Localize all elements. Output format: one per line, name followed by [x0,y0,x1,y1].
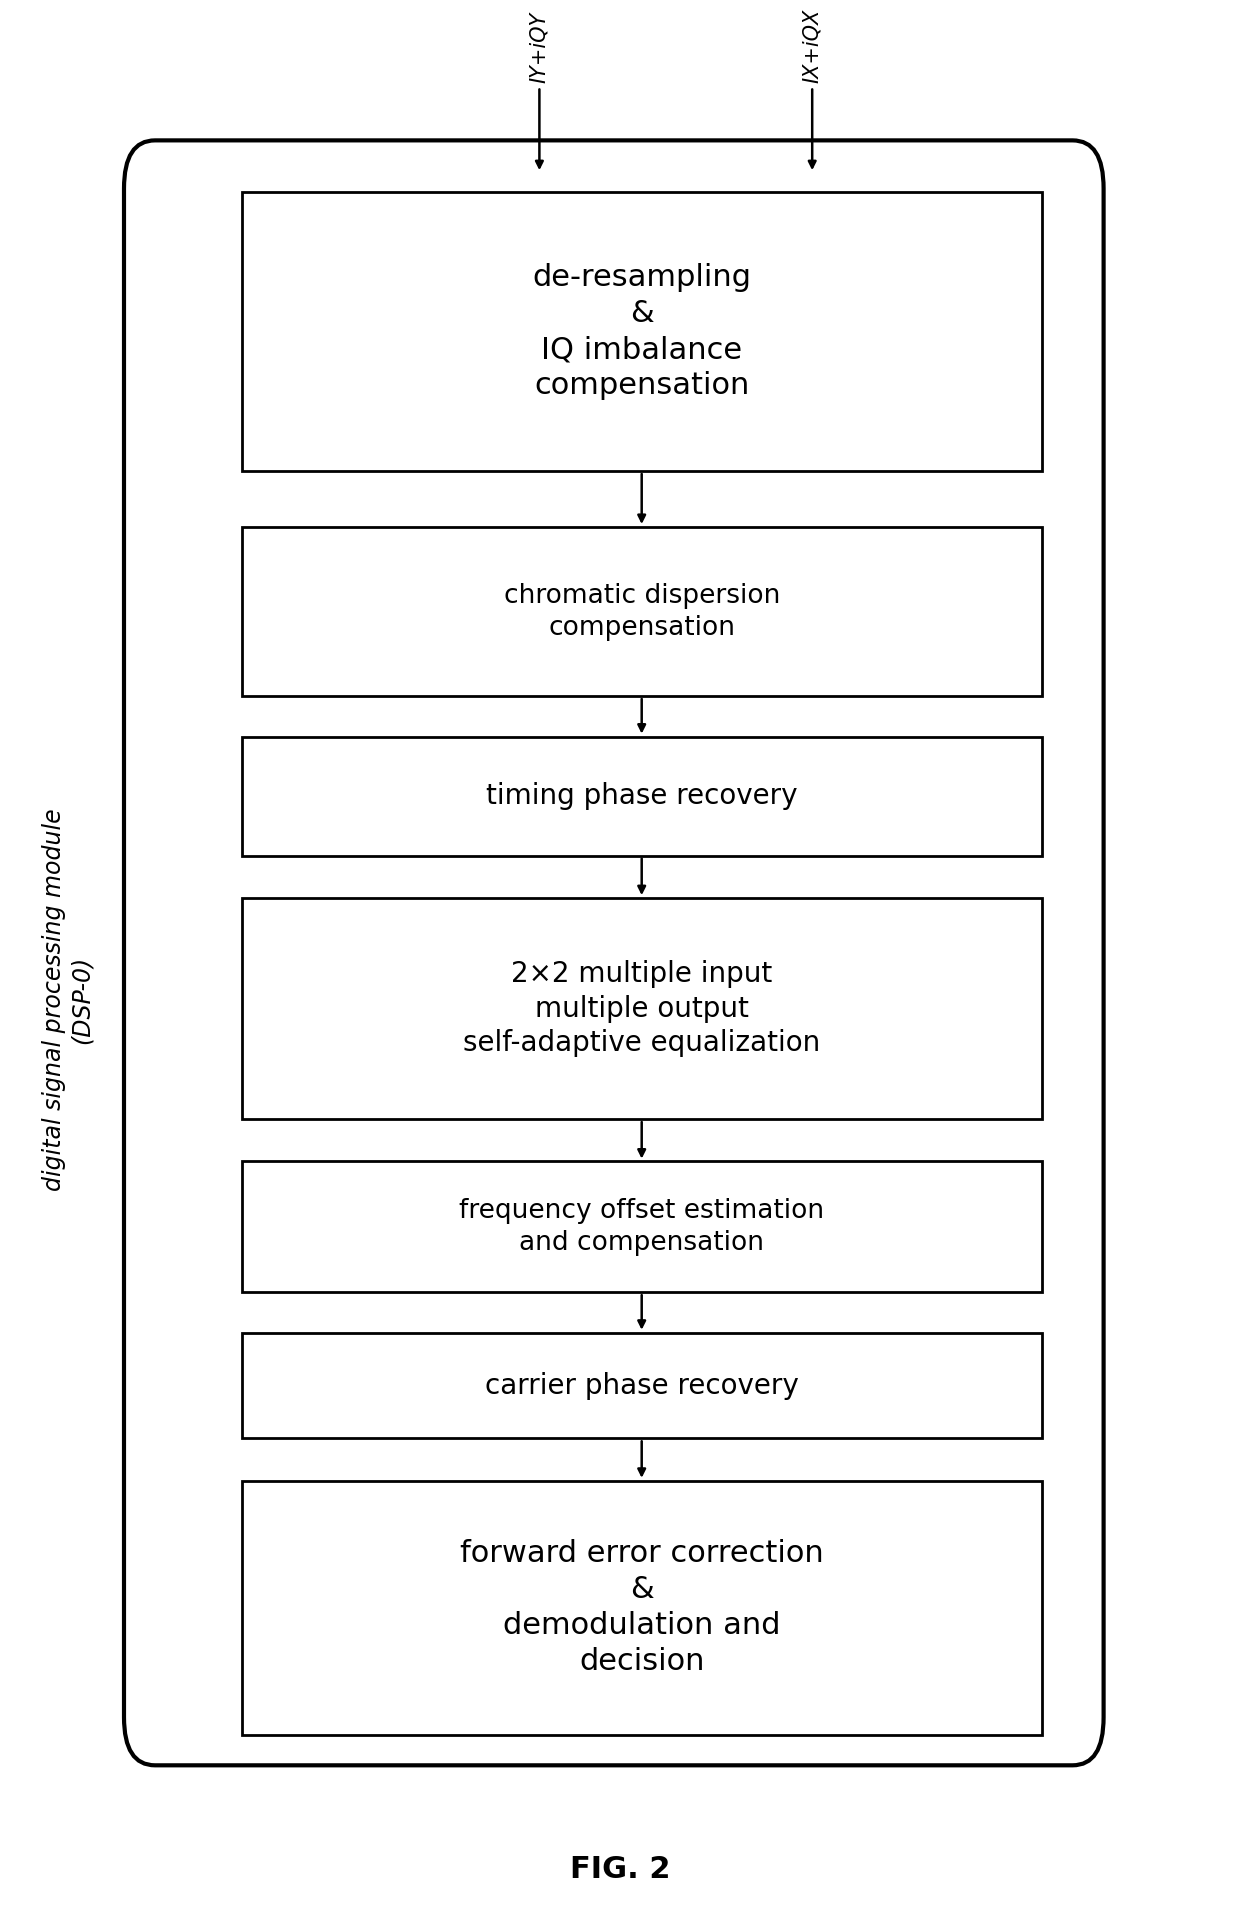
Text: forward error correction
&
demodulation and
decision: forward error correction & demodulation … [460,1538,823,1677]
Text: 2×2 multiple input
multiple output
self-adaptive equalization: 2×2 multiple input multiple output self-… [463,960,821,1058]
FancyBboxPatch shape [242,192,1042,471]
FancyBboxPatch shape [242,1481,1042,1735]
Text: carrier phase recovery: carrier phase recovery [485,1371,799,1400]
Text: chromatic dispersion
compensation: chromatic dispersion compensation [503,583,780,640]
Text: frequency offset estimation
and compensation: frequency offset estimation and compensa… [459,1198,825,1256]
Text: digital signal processing module
(DSP-0): digital signal processing module (DSP-0) [42,810,94,1190]
Text: FIG. 2: FIG. 2 [569,1854,671,1885]
FancyBboxPatch shape [242,898,1042,1119]
FancyBboxPatch shape [242,1161,1042,1292]
FancyBboxPatch shape [242,737,1042,856]
Text: de-resampling
&
IQ imbalance
compensation: de-resampling & IQ imbalance compensatio… [532,263,751,400]
FancyBboxPatch shape [242,527,1042,696]
Text: timing phase recovery: timing phase recovery [486,783,797,810]
FancyBboxPatch shape [242,1333,1042,1438]
Text: IX+iQX: IX+iQX [802,8,822,83]
Text: IY+iQY: IY+iQY [529,12,549,83]
FancyBboxPatch shape [124,140,1104,1765]
